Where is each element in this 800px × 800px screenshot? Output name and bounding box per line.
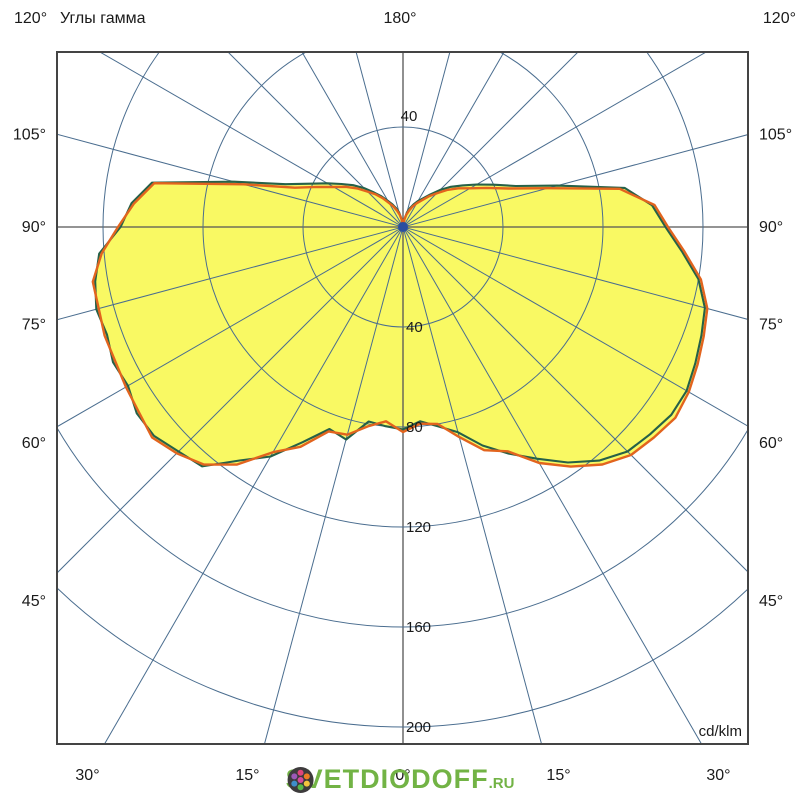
side-angle-right-75: 75° [759, 317, 783, 334]
corner-angle-label-right: 120° [762, 10, 796, 27]
side-angle-right-105: 105° [759, 126, 792, 143]
radial-circle-80 [202, 52, 604, 428]
radial-circle-40 [302, 126, 504, 328]
center-point [398, 222, 408, 232]
bottom-angle-1-15: 15° [235, 767, 259, 784]
chart-title: Углы гамма [60, 10, 146, 27]
side-angle-left-45: 45° [22, 593, 46, 610]
curve-C90-C270 [94, 180, 706, 468]
bottom-angle-2-0: 0° [395, 767, 410, 784]
curve-C0-C180 [91, 182, 709, 468]
logo-dot-4 [291, 780, 298, 787]
radial-tick-lower-200: 200 [406, 719, 431, 736]
curve-fills [92, 181, 708, 467]
radial-tick-lower-80: 80 [406, 419, 423, 436]
logo-dot-6 [297, 777, 304, 783]
bottom-angle-0-30: 30° [75, 767, 99, 784]
logo-dot-0 [297, 769, 304, 776]
side-angle-left-60: 60° [22, 435, 46, 452]
watermark-logo-icon [287, 767, 314, 793]
bottom-angle-4-30: 30° [706, 767, 730, 784]
watermark-tld: .RU [488, 775, 515, 792]
radial-tick-lower-40: 40 [406, 319, 423, 336]
side-angle-left-90: 90° [22, 219, 46, 236]
bottom-angle-3-15: 15° [546, 767, 570, 784]
units-label: cd/klm [699, 723, 742, 740]
radial-tick-lower-120: 120 [406, 519, 431, 536]
logo-dot-2 [303, 780, 310, 787]
curve-strokes [91, 180, 709, 468]
top-angle-label: 180° [383, 10, 417, 27]
side-angle-left-105: 105° [13, 126, 46, 143]
radial-circle-200 [57, 587, 748, 728]
radial-tick-lower-160: 160 [406, 619, 431, 636]
radial-tick-upper-40: 40 [401, 108, 418, 125]
side-angle-left-75: 75° [22, 317, 46, 334]
radial-circle-120 [102, 52, 704, 528]
watermark: SVET DIODOFF .RU [286, 764, 515, 794]
side-angle-right-60: 60° [759, 435, 783, 452]
plot-frame [56, 51, 749, 745]
side-angle-right-90: 90° [759, 219, 783, 236]
logo-dot-3 [297, 784, 304, 791]
corner-angle-label-left: 120° [14, 10, 48, 27]
logo-dot-5 [291, 773, 298, 780]
side-angle-right-45: 45° [759, 593, 783, 610]
radial-circle-160 [57, 426, 748, 628]
logo-dot-1 [303, 773, 310, 780]
lobe-fill-1 [95, 181, 705, 467]
watermark-suffix: DIODOFF [360, 764, 489, 794]
